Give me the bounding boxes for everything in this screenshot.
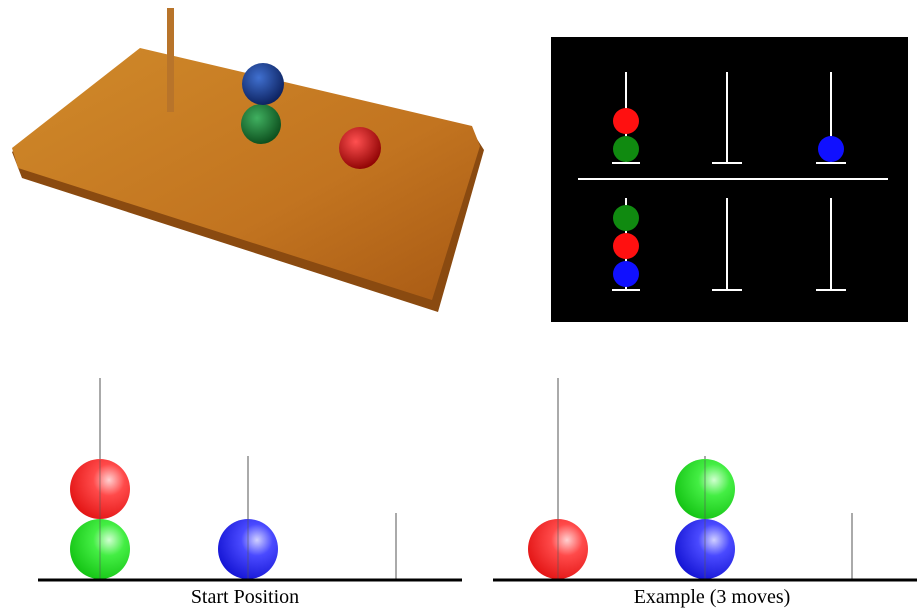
ball-red	[613, 108, 639, 134]
ball-green	[613, 136, 639, 162]
photo	[12, 8, 484, 312]
page: Start Position Example (3 moves) (() => …	[0, 0, 917, 608]
panel-label: Example (3 moves)	[634, 586, 791, 608]
ball-green	[613, 205, 639, 231]
figure: Start Position Example (3 moves)	[0, 0, 917, 608]
screen-panel	[551, 37, 908, 322]
start-diagram: Start Position	[38, 378, 462, 608]
ball-blue	[613, 261, 639, 287]
ball-red	[613, 233, 639, 259]
photo-ball-red	[339, 127, 381, 169]
panel-label: Start Position	[191, 586, 299, 608]
photo-ball-blue	[242, 63, 284, 105]
ball-blue	[818, 136, 844, 162]
example-diagram: Example (3 moves)	[493, 378, 917, 608]
photo-ball-green	[241, 104, 281, 144]
rod	[167, 8, 174, 112]
